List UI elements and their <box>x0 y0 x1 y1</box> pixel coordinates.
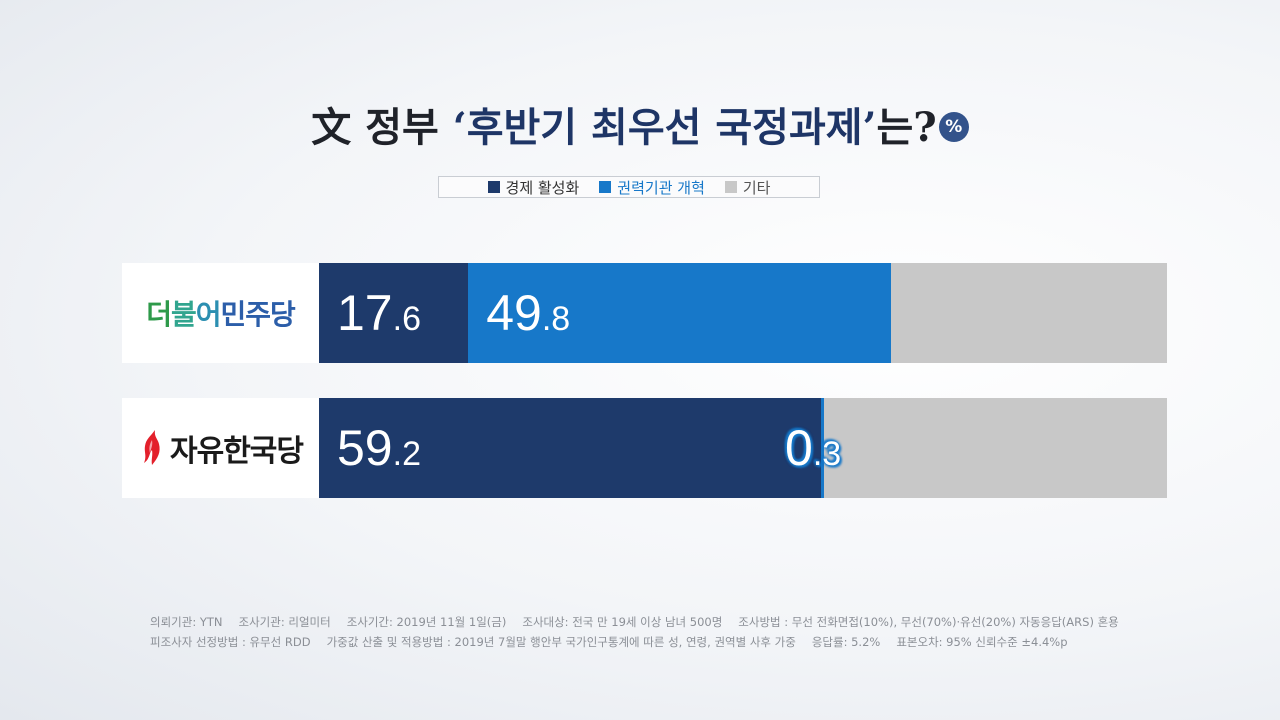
torch-icon <box>144 430 160 465</box>
value-label: 17.6 <box>337 285 421 341</box>
legend-swatch <box>487 181 500 193</box>
footnote-line-1: 의뢰기관: YTN 조사기관: 리얼미터 조사기간: 2019년 11월 1일(금)… <box>150 615 1119 629</box>
unit-badge: % <box>938 112 969 142</box>
bar-row-liberty-korea: 59.2 0.3 <box>319 398 1167 498</box>
survey-footnote: 의뢰기관: YTN 조사기관: 리얼미터 조사기간: 2019년 11월 1일(금)… <box>150 612 1135 652</box>
title-prefix: 文 <box>311 104 352 151</box>
value-label: 0.3 <box>785 420 842 476</box>
party-name: 더불어민주당 <box>146 298 296 331</box>
legend-swatch <box>724 181 737 193</box>
bar-row-democratic: 17.6 49.8 <box>319 263 1167 363</box>
legend-item-reform: 권력기관 개혁 <box>599 177 705 198</box>
title-open-quote: ‘ <box>452 104 467 151</box>
party-logo-liberty-korea: 자유한국당 <box>122 398 319 498</box>
legend-item-other: 기타 <box>724 177 771 198</box>
chart-title: 文 정부 ‘후반기 최우선 국정과제’는?% <box>0 100 1280 156</box>
chart-legend: 경제 활성화 권력기관 개혁 기타 <box>438 176 820 198</box>
bar-segment-reform <box>821 398 824 498</box>
legend-swatch <box>599 181 612 193</box>
title-tail: 는? <box>876 104 937 151</box>
value-label: 49.8 <box>486 285 571 341</box>
party-name: 자유한국당 <box>170 434 304 469</box>
legend-item-economy: 경제 활성화 <box>487 177 580 198</box>
legend-label: 경제 활성화 <box>505 178 580 197</box>
title-text: 정부 <box>365 104 439 151</box>
legend-label: 기타 <box>742 178 771 197</box>
footnote-line-2: 피조사자 선정방법 : 유무선 RDD 가중값 산출 및 적용방법 : 2019년… <box>150 635 1068 649</box>
bar-segment-economy <box>319 263 469 363</box>
bar-segment-economy <box>319 398 822 498</box>
title-close-quote: ’ <box>862 104 877 151</box>
legend-label: 권력기관 개혁 <box>617 178 705 197</box>
title-emphasis: 후반기 최우선 국정과제 <box>466 104 863 151</box>
bar-segment-reform <box>468 263 891 363</box>
party-logo-democratic: 더불어민주당 <box>122 263 319 363</box>
value-label: 59.2 <box>337 420 421 476</box>
